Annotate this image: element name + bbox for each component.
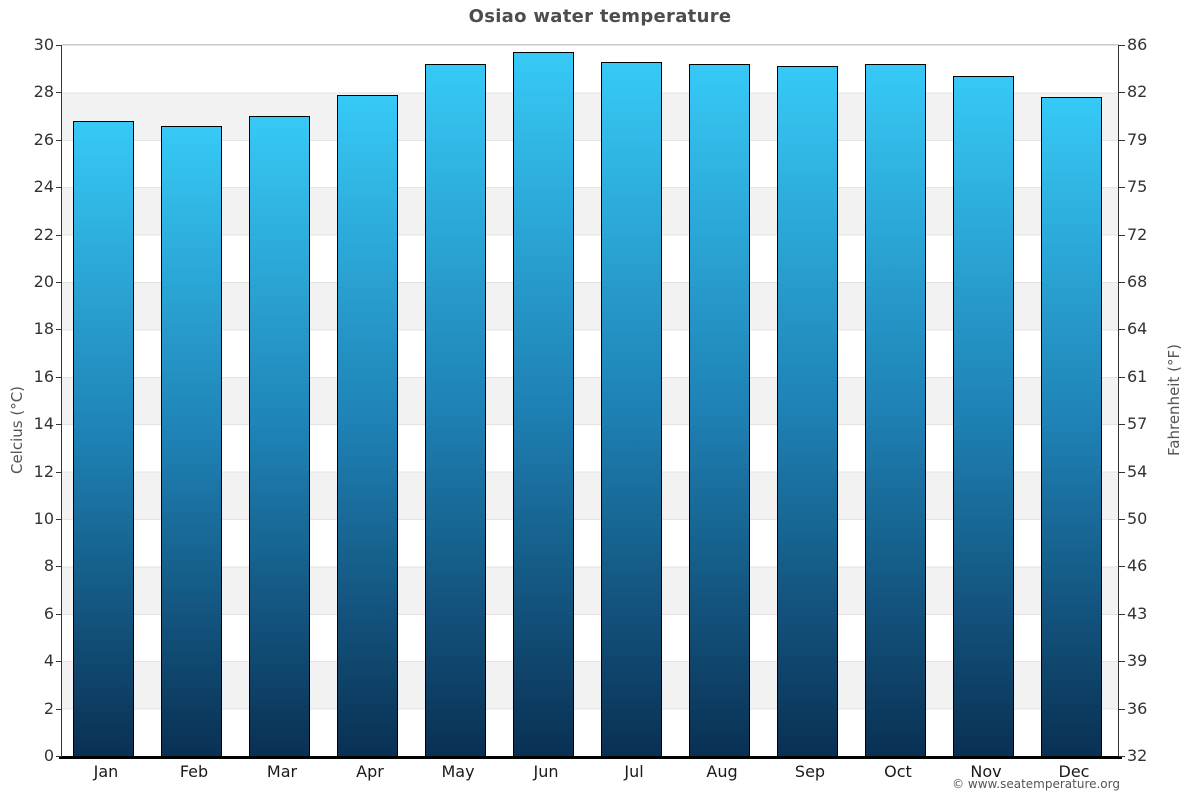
y-tick-mark-left — [56, 282, 62, 283]
bar-apr — [337, 94, 398, 756]
y-tick-mark-left — [56, 139, 62, 141]
y-tick-mark-left — [56, 187, 62, 189]
y-tick-label-fahrenheit: 39 — [1127, 651, 1148, 671]
y-tick-mark-left — [56, 234, 62, 236]
x-tick-label: Mar — [266, 762, 298, 781]
x-tick-label: Aug — [706, 762, 738, 781]
y-tick-mark-left — [56, 471, 62, 473]
bar-mar — [249, 116, 310, 756]
y-tick-label-fahrenheit: 32 — [1127, 746, 1148, 765]
y-tick-label-fahrenheit: 57 — [1127, 414, 1148, 434]
y-tick-label-fahrenheit: 64 — [1127, 319, 1148, 339]
y-tick-mark-left — [56, 45, 62, 46]
y-tick-label-celsius: 0 — [43, 746, 54, 765]
y-tick-label-celsius: 12 — [33, 461, 54, 481]
y-tick-mark-right — [1119, 282, 1125, 283]
bar-dec — [1041, 97, 1102, 756]
bar-nov — [953, 75, 1014, 756]
y-tick-label-fahrenheit: 54 — [1127, 461, 1148, 481]
x-tick-label: Oct — [884, 762, 912, 781]
copyright-text: © www.seatemperature.org — [952, 777, 1120, 791]
y-tick-mark-right — [1119, 613, 1125, 615]
y-tick-label-fahrenheit: 82 — [1127, 82, 1148, 102]
bar-jan — [73, 120, 134, 756]
y-tick-mark-right — [1119, 234, 1125, 236]
y-axis-label-fahrenheit: Fahrenheit (°F) — [1165, 344, 1183, 456]
y-tick-mark-right — [1119, 92, 1125, 94]
y-tick-label-celsius: 30 — [33, 35, 54, 54]
y-tick-mark-right — [1119, 756, 1125, 757]
x-tick-label: Jul — [624, 762, 644, 781]
plot-area — [62, 45, 1118, 756]
y-tick-mark-left — [56, 613, 62, 615]
y-tick-mark-left — [56, 519, 62, 520]
x-tick-label: Feb — [179, 762, 209, 781]
y-axis-line-left — [61, 45, 62, 757]
chart-title: Osiao water temperature — [468, 6, 732, 27]
y-tick-label-fahrenheit: 68 — [1127, 272, 1148, 291]
x-axis-line — [59, 756, 1122, 759]
bar-sep — [777, 66, 838, 756]
y-tick-label-celsius: 20 — [33, 272, 54, 291]
y-tick-label-fahrenheit: 79 — [1127, 129, 1148, 149]
y-tick-label-celsius: 28 — [33, 82, 54, 102]
y-tick-mark-left — [56, 376, 62, 378]
y-tick-label-fahrenheit: 36 — [1127, 698, 1148, 718]
bar-jun — [513, 52, 574, 756]
y-tick-mark-right — [1119, 139, 1125, 141]
bar-may — [425, 63, 486, 756]
y-tick-label-fahrenheit: 61 — [1127, 366, 1148, 386]
y-tick-label-celsius: 26 — [33, 129, 54, 149]
y-axis-line-right — [1118, 45, 1119, 757]
y-tick-mark-right — [1119, 708, 1125, 710]
bar-aug — [689, 63, 750, 756]
y-tick-label-fahrenheit: 75 — [1127, 177, 1148, 197]
y-tick-mark-left — [56, 566, 62, 568]
y-tick-mark-right — [1119, 45, 1125, 46]
x-tick-label: Nov — [970, 762, 1002, 781]
y-tick-label-fahrenheit: 50 — [1127, 509, 1148, 528]
bar-jul — [601, 61, 662, 756]
y-tick-label-fahrenheit: 86 — [1127, 35, 1148, 54]
y-tick-mark-right — [1119, 187, 1125, 189]
bar-oct — [865, 63, 926, 756]
bar-feb — [161, 125, 222, 756]
y-tick-label-celsius: 8 — [43, 556, 54, 576]
x-tick-label: Sep — [794, 762, 826, 781]
y-tick-mark-right — [1119, 424, 1125, 426]
y-tick-mark-left — [56, 424, 62, 426]
y-tick-mark-right — [1119, 329, 1125, 331]
plot-top-border — [62, 44, 1119, 45]
y-tick-mark-right — [1119, 566, 1125, 568]
y-tick-label-celsius: 2 — [43, 698, 54, 718]
x-tick-label: Jan — [93, 762, 119, 781]
y-tick-label-celsius: 22 — [33, 224, 54, 244]
y-tick-mark-left — [56, 329, 62, 331]
y-tick-label-fahrenheit: 72 — [1127, 224, 1148, 244]
y-tick-label-celsius: 6 — [43, 603, 54, 623]
y-tick-label-celsius: 24 — [33, 177, 54, 197]
y-tick-mark-right — [1119, 376, 1125, 378]
x-tick-label: May — [441, 762, 475, 781]
y-tick-label-fahrenheit: 43 — [1127, 603, 1148, 623]
y-tick-mark-right — [1119, 471, 1125, 473]
y-tick-mark-right — [1119, 661, 1125, 663]
y-tick-label-celsius: 16 — [33, 366, 54, 386]
y-tick-label-celsius: 18 — [33, 319, 54, 339]
y-tick-mark-right — [1119, 519, 1125, 520]
y-tick-mark-left — [56, 708, 62, 710]
x-tick-label: Apr — [356, 762, 384, 781]
x-tick-label: Jun — [533, 762, 559, 781]
y-tick-mark-left — [56, 92, 62, 94]
y-tick-mark-left — [56, 661, 62, 663]
y-tick-label-celsius: 10 — [33, 509, 54, 528]
x-tick-label: Dec — [1058, 762, 1090, 781]
y-tick-label-fahrenheit: 46 — [1127, 556, 1148, 576]
y-tick-label-celsius: 14 — [33, 414, 54, 434]
y-tick-mark-left — [56, 756, 62, 757]
y-tick-label-celsius: 4 — [43, 651, 54, 671]
